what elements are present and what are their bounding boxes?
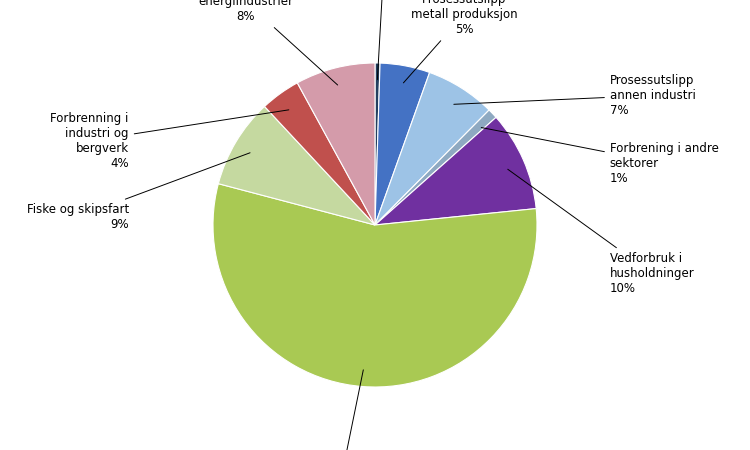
Wedge shape	[375, 117, 536, 225]
Text: Resten
0%: Resten 0%	[363, 0, 404, 80]
Text: Prosessutslipp
metall produksjon
5%: Prosessutslipp metall produksjon 5%	[404, 0, 517, 83]
Text: Forbrenning i
industri og
bergverk
4%: Forbrenning i industri og bergverk 4%	[50, 110, 289, 170]
Text: Mobil forbrenning
56%: Mobil forbrenning 56%	[290, 370, 394, 450]
Wedge shape	[375, 63, 430, 225]
Wedge shape	[375, 63, 380, 225]
Wedge shape	[375, 72, 489, 225]
Text: Prosessutslipp
annen industri
7%: Prosessutslipp annen industri 7%	[454, 74, 696, 117]
Wedge shape	[375, 110, 496, 225]
Wedge shape	[218, 107, 375, 225]
Text: Forbrennning i
energiindustrier
8%: Forbrennning i energiindustrier 8%	[198, 0, 338, 85]
Text: Fiske og skipsfart
9%: Fiske og skipsfart 9%	[26, 153, 250, 231]
Wedge shape	[213, 184, 537, 387]
Wedge shape	[265, 83, 375, 225]
Text: Forbrening i andre
sektorer
1%: Forbrening i andre sektorer 1%	[482, 127, 718, 185]
Text: Vedforbruk i
husholdninger
10%: Vedforbruk i husholdninger 10%	[508, 169, 694, 295]
Wedge shape	[297, 63, 375, 225]
